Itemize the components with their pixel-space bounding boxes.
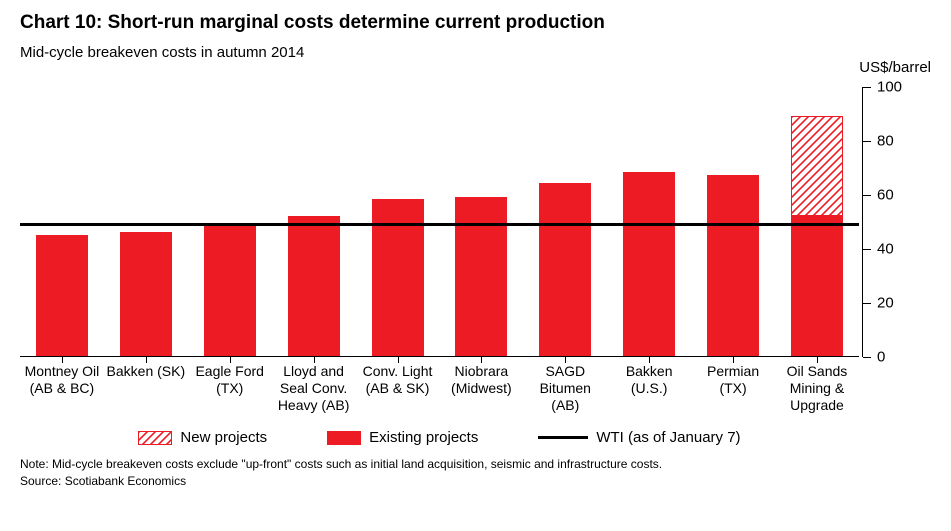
legend-item-wti: WTI (as of January 7) — [538, 429, 740, 446]
y-axis-line — [862, 87, 863, 357]
x-axis-label: Niobrara (Midwest) — [441, 363, 521, 413]
footnote-source: Source: Scotiabank Economics — [20, 473, 931, 489]
chart-title: Chart 10: Short-run marginal costs deter… — [20, 12, 931, 34]
x-axis-label: Bakken (SK) — [106, 363, 186, 413]
legend-swatch-existing-icon — [327, 431, 361, 445]
bar-existing — [36, 235, 88, 357]
legend-item-existing: Existing projects — [327, 429, 478, 446]
legend-swatch-new-icon — [138, 431, 172, 445]
bar-existing — [455, 197, 507, 356]
bar-slot — [539, 87, 591, 357]
x-tick-mark — [62, 357, 63, 363]
bar-slot — [36, 87, 88, 357]
x-axis-label: Conv. Light (AB & SK) — [358, 363, 438, 413]
bar-slot — [707, 87, 759, 357]
x-tick-mark — [733, 357, 734, 363]
x-axis-label: Permian (TX) — [693, 363, 773, 413]
bar-existing — [539, 183, 591, 356]
x-tick-mark — [398, 357, 399, 363]
bar-existing — [707, 175, 759, 356]
legend-label-wti: WTI (as of January 7) — [596, 429, 740, 446]
bar-slot — [120, 87, 172, 357]
legend-label-new: New projects — [180, 429, 267, 446]
chart-subtitle: Mid-cycle breakeven costs in autumn 2014 — [20, 44, 931, 61]
x-axis-label: Bakken (U.S.) — [609, 363, 689, 413]
legend-label-existing: Existing projects — [369, 429, 478, 446]
y-axis: US$/barrel 020406080100 — [859, 87, 931, 357]
x-tick-mark — [146, 357, 147, 363]
x-tick-mark — [565, 357, 566, 363]
plot-area — [20, 87, 859, 357]
bar-existing — [791, 216, 843, 356]
y-tick-mark — [863, 303, 871, 304]
plot-row: US$/barrel 020406080100 — [20, 87, 931, 357]
y-axis-title: US$/barrel — [859, 59, 931, 76]
bar-slot — [455, 87, 507, 357]
y-tick-label: 20 — [877, 295, 894, 312]
x-axis-label: Lloyd and Seal Conv. Heavy (AB) — [274, 363, 354, 413]
wti-reference-line — [20, 223, 859, 226]
y-tick-label: 0 — [877, 349, 885, 366]
bar-existing — [623, 172, 675, 356]
y-tick-label: 80 — [877, 133, 894, 150]
y-tick-mark — [863, 87, 871, 88]
y-tick-mark — [863, 249, 871, 250]
bar-slot — [623, 87, 675, 357]
bar-existing — [288, 216, 340, 356]
legend: New projects Existing projects WTI (as o… — [20, 429, 859, 446]
x-tick-mark — [817, 357, 818, 363]
x-tick-mark — [230, 357, 231, 363]
legend-line-wti-icon — [538, 436, 588, 439]
legend-item-new: New projects — [138, 429, 267, 446]
x-axis-label: Eagle Ford (TX) — [190, 363, 270, 413]
bar-new — [791, 116, 843, 216]
bars-group — [20, 87, 859, 357]
y-tick-mark — [863, 195, 871, 196]
x-axis-label: SAGD Bitumen (AB) — [525, 363, 605, 413]
chart-container: Chart 10: Short-run marginal costs deter… — [0, 0, 951, 531]
x-tick-mark — [481, 357, 482, 363]
x-axis-labels: Montney Oil (AB & BC)Bakken (SK)Eagle Fo… — [20, 363, 859, 413]
y-tick-mark — [863, 357, 871, 358]
footnote: Note: Mid-cycle breakeven costs exclude … — [20, 456, 931, 488]
bar-slot — [791, 87, 843, 357]
x-tick-mark — [649, 357, 650, 363]
y-tick-label: 60 — [877, 187, 894, 204]
bar-slot — [288, 87, 340, 357]
bar-slot — [204, 87, 256, 357]
x-tick-mark — [314, 357, 315, 363]
footnote-note: Note: Mid-cycle breakeven costs exclude … — [20, 456, 931, 472]
y-tick-label: 40 — [877, 241, 894, 258]
bar-existing — [204, 224, 256, 356]
y-tick-mark — [863, 141, 871, 142]
x-axis-label: Montney Oil (AB & BC) — [22, 363, 102, 413]
bar-existing — [120, 232, 172, 356]
x-axis-label: Oil Sands Mining & Upgrade — [777, 363, 857, 413]
y-tick-label: 100 — [877, 79, 902, 96]
bar-slot — [372, 87, 424, 357]
